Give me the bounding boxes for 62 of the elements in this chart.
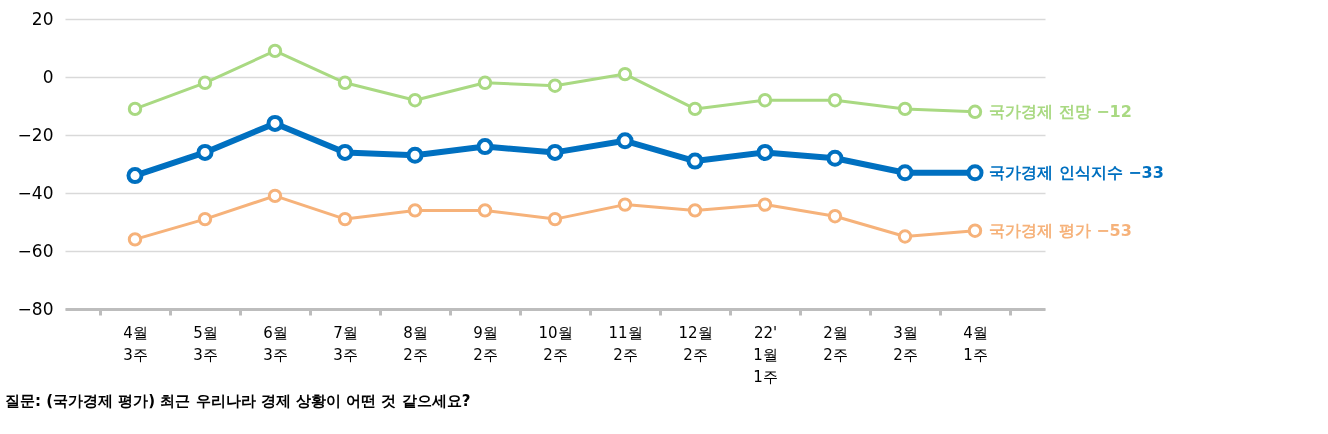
point bbox=[686, 152, 704, 170]
point bbox=[127, 101, 143, 117]
point bbox=[827, 93, 843, 108]
point bbox=[826, 149, 844, 167]
x-tick-label: 6월 3주 bbox=[263, 323, 288, 364]
point bbox=[897, 229, 913, 244]
point bbox=[966, 164, 984, 182]
point bbox=[827, 209, 843, 224]
point bbox=[757, 197, 773, 212]
point bbox=[546, 143, 564, 161]
x-tick-label: 12월 2주 bbox=[678, 323, 713, 364]
point bbox=[897, 101, 913, 117]
point bbox=[126, 167, 144, 185]
point bbox=[756, 143, 774, 161]
x-tick-label: 8월 2주 bbox=[403, 323, 428, 364]
point bbox=[757, 93, 773, 108]
point bbox=[477, 75, 493, 90]
x-tick-label: 5월 3주 bbox=[193, 323, 218, 364]
text: 국가경제 평가 −53 bbox=[989, 220, 1132, 240]
y-tick-label: −80 bbox=[17, 298, 54, 319]
point bbox=[127, 232, 143, 247]
x-tick-label: 11월 2주 bbox=[608, 323, 643, 364]
point bbox=[687, 101, 703, 117]
point bbox=[617, 66, 633, 82]
point bbox=[407, 93, 423, 108]
y-tick-label: −40 bbox=[17, 182, 54, 203]
y-tick-label: 0 bbox=[42, 66, 54, 87]
x-tick-label: 10월 2주 bbox=[538, 323, 573, 364]
point bbox=[967, 223, 983, 238]
point bbox=[337, 211, 353, 227]
point bbox=[896, 164, 914, 182]
point bbox=[197, 75, 213, 90]
x-tick-label: 9월 2주 bbox=[473, 323, 498, 364]
text: 국가경제 인식지수 −33 bbox=[989, 162, 1164, 182]
x-tick-label: 22' 1월 1주 bbox=[753, 323, 778, 386]
point bbox=[266, 114, 284, 132]
point bbox=[687, 203, 703, 218]
point bbox=[197, 211, 213, 227]
x-tick-label: 4월 3주 bbox=[123, 323, 148, 364]
text: 질문: (국가경제 평가) 최근 우리나라 경제 상황이 어떤 것 같으세요? bbox=[5, 392, 471, 410]
x-tick-label: 4월 1주 bbox=[963, 323, 988, 364]
point bbox=[967, 104, 983, 119]
point bbox=[267, 43, 283, 59]
text: 국가경제 전망 −12 bbox=[989, 101, 1132, 121]
point bbox=[547, 78, 563, 93]
point bbox=[547, 211, 563, 227]
point bbox=[406, 146, 424, 164]
point bbox=[616, 132, 634, 150]
point bbox=[476, 138, 494, 156]
point bbox=[267, 188, 283, 204]
x-tick-label: 7월 3주 bbox=[333, 323, 358, 364]
y-tick-label: −20 bbox=[17, 124, 54, 145]
y-tick-label: 20 bbox=[31, 8, 54, 29]
point bbox=[477, 203, 493, 218]
point bbox=[196, 143, 214, 161]
y-tick-label: −60 bbox=[17, 240, 54, 261]
x-tick-label: 3월 2주 bbox=[893, 323, 918, 364]
point bbox=[617, 197, 633, 212]
point bbox=[407, 203, 423, 218]
point bbox=[337, 75, 353, 90]
point bbox=[336, 143, 354, 161]
x-tick-label: 2월 2주 bbox=[823, 323, 848, 364]
